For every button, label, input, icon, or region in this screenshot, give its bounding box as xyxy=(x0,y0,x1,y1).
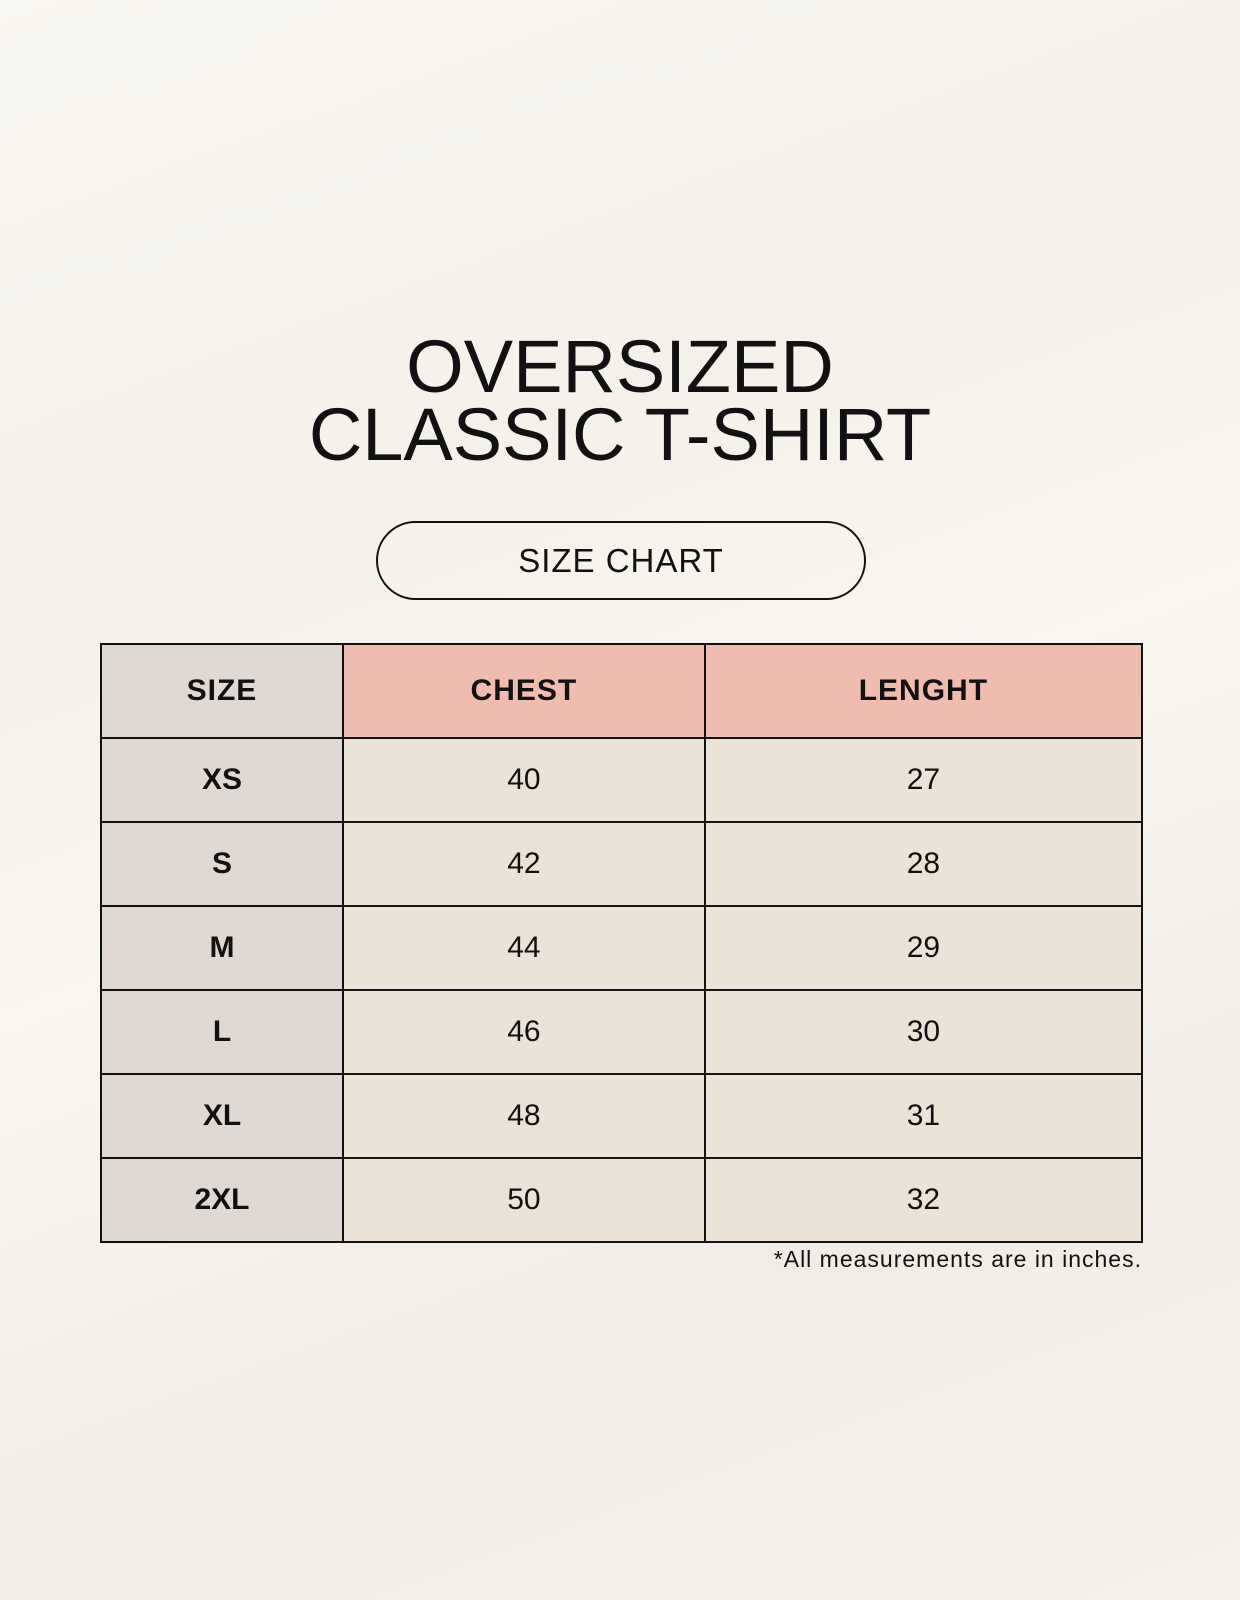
measurement-note: *All measurements are in inches. xyxy=(773,1246,1142,1272)
cell-size: 2XL xyxy=(100,1157,344,1243)
header-length: LENGHT xyxy=(703,643,1144,739)
table-row: S 42 28 xyxy=(100,821,1144,907)
cell-chest: 46 xyxy=(341,989,706,1075)
size-table: SIZE CHEST LENGHT XS 40 27 S 42 28 M 44 29 L 46 30 X… xyxy=(100,643,1144,1243)
cell-length: 31 xyxy=(703,1073,1144,1159)
cell-size: M xyxy=(100,905,344,991)
header-size: SIZE xyxy=(100,643,344,739)
cell-length: 32 xyxy=(703,1157,1144,1243)
cell-chest: 44 xyxy=(341,905,706,991)
table-row: L 46 30 xyxy=(100,989,1144,1075)
page-title: OVERSIZED CLASSIC T-SHIRT xyxy=(0,325,1240,476)
header-row: SIZE CHEST LENGHT xyxy=(100,643,1144,739)
cell-length: 29 xyxy=(703,905,1144,991)
cell-chest: 40 xyxy=(341,737,706,823)
cell-size: S xyxy=(100,821,344,907)
cell-chest: 50 xyxy=(341,1157,706,1243)
cell-length: 27 xyxy=(703,737,1144,823)
cell-length: 28 xyxy=(703,821,1144,907)
table-row: 2XL 50 32 xyxy=(100,1157,1144,1243)
cell-size: XL xyxy=(100,1073,344,1159)
cell-size: XS xyxy=(100,737,344,823)
table-row: M 44 29 xyxy=(100,905,1144,991)
size-chart-badge: SIZE CHART xyxy=(376,521,866,600)
cell-chest: 48 xyxy=(341,1073,706,1159)
title-line-2: CLASSIC T-SHIRT xyxy=(308,393,932,476)
title-line-1: OVERSIZED xyxy=(406,325,834,408)
table-row: XS 40 27 xyxy=(100,737,1144,823)
cell-size: L xyxy=(100,989,344,1075)
header-chest: CHEST xyxy=(341,643,706,739)
cell-chest: 42 xyxy=(341,821,706,907)
table-row: XL 48 31 xyxy=(100,1073,1144,1159)
cell-length: 30 xyxy=(703,989,1144,1075)
